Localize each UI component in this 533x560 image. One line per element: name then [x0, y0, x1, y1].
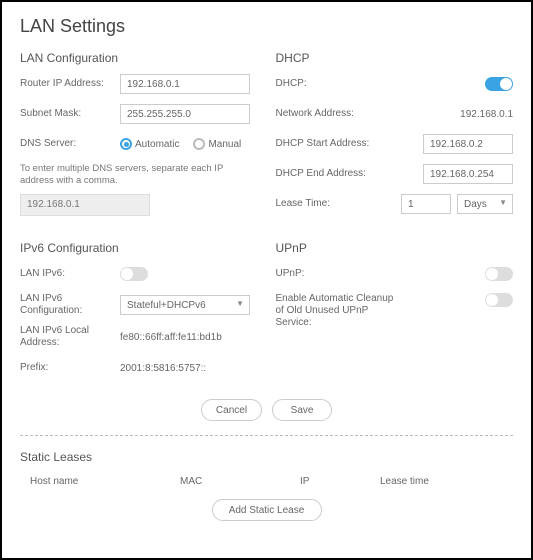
- upnp-section: UPnP UPnP: Enable Automatic Cleanup of O…: [276, 241, 514, 387]
- lan-settings-page: LAN Settings LAN Configuration Router IP…: [0, 0, 533, 560]
- netaddr-label: Network Address:: [276, 108, 376, 120]
- lan-config-section: LAN Configuration Router IP Address: Sub…: [20, 51, 258, 223]
- ipv6-config-select[interactable]: Stateful+DHCPv6: [120, 295, 250, 315]
- ipv6-prefix-value: 2001:8:5816:5757::: [120, 363, 206, 374]
- upnp-label: UPnP:: [276, 268, 376, 280]
- dns-manual-radio[interactable]: Manual: [193, 138, 241, 150]
- dns-auto-label: Automatic: [135, 139, 179, 150]
- lease-unit-select[interactable]: Days: [457, 194, 513, 214]
- ipv6-section: IPv6 Configuration LAN IPv6: LAN IPv6 Co…: [20, 241, 258, 387]
- router-ip-input[interactable]: [120, 74, 250, 94]
- divider: [20, 435, 513, 436]
- subnet-label: Subnet Mask:: [20, 108, 120, 120]
- ipv6-prefix-label: Prefix:: [20, 362, 120, 374]
- ipv6-title: IPv6 Configuration: [20, 241, 258, 255]
- cancel-button[interactable]: Cancel: [201, 399, 262, 421]
- netaddr-value: 192.168.0.1: [460, 109, 513, 120]
- mid-columns: IPv6 Configuration LAN IPv6: LAN IPv6 Co…: [20, 241, 513, 387]
- save-button[interactable]: Save: [272, 399, 332, 421]
- ipv6-local-label: LAN IPv6 Local Address:: [20, 325, 120, 349]
- lease-label: Lease Time:: [276, 198, 376, 210]
- col-hostname: Host name: [30, 476, 180, 487]
- dhcp-start-label: DHCP Start Address:: [276, 138, 376, 150]
- upnp-cleanup-label: Enable Automatic Cleanup of Old Unused U…: [276, 293, 406, 329]
- dhcp-end-input[interactable]: [423, 164, 513, 184]
- add-static-lease-button[interactable]: Add Static Lease: [212, 499, 322, 521]
- dhcp-section: DHCP DHCP: Network Address: 192.168.0.1 …: [276, 51, 514, 223]
- action-buttons: Cancel Save: [20, 399, 513, 421]
- dhcp-end-label: DHCP End Address:: [276, 168, 376, 180]
- radio-selected-icon: [120, 138, 132, 150]
- lan-config-title: LAN Configuration: [20, 51, 258, 65]
- lease-value-input[interactable]: [401, 194, 451, 214]
- dns-auto-radio[interactable]: Automatic: [120, 138, 179, 150]
- upnp-title: UPnP: [276, 241, 514, 255]
- upnp-cleanup-toggle[interactable]: [485, 293, 513, 307]
- dns-note: To enter multiple DNS servers, separate …: [20, 163, 250, 188]
- col-lease: Lease time: [380, 476, 509, 487]
- static-leases-title: Static Leases: [20, 450, 513, 464]
- page-title: LAN Settings: [20, 16, 513, 37]
- ipv6-local-value: fe80::66ff:aff:fe11:bd1b: [120, 332, 222, 343]
- subnet-input[interactable]: [120, 104, 250, 124]
- col-ip: IP: [300, 476, 380, 487]
- ipv6-config-label: LAN IPv6 Configuration:: [20, 293, 120, 317]
- static-leases-header: Host name MAC IP Lease time: [20, 476, 513, 493]
- lan-ipv6-toggle[interactable]: [120, 267, 148, 281]
- lan-ipv6-label: LAN IPv6:: [20, 268, 120, 280]
- top-columns: LAN Configuration Router IP Address: Sub…: [20, 51, 513, 223]
- router-ip-label: Router IP Address:: [20, 78, 120, 90]
- dhcp-title: DHCP: [276, 51, 514, 65]
- radio-empty-icon: [193, 138, 205, 150]
- dns-value-box: 192.168.0.1: [20, 194, 150, 216]
- dns-manual-label: Manual: [208, 139, 241, 150]
- col-mac: MAC: [180, 476, 300, 487]
- upnp-toggle[interactable]: [485, 267, 513, 281]
- static-leases-section: Static Leases Host name MAC IP Lease tim…: [20, 450, 513, 521]
- dns-label: DNS Server:: [20, 138, 120, 150]
- dhcp-toggle[interactable]: [485, 77, 513, 91]
- dhcp-start-input[interactable]: [423, 134, 513, 154]
- dhcp-label: DHCP:: [276, 78, 376, 90]
